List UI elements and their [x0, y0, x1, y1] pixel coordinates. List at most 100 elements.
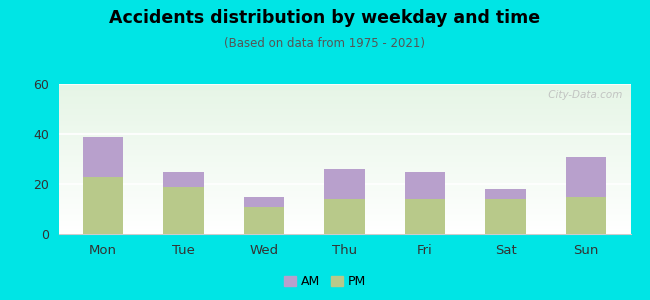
Bar [58, 176, 630, 178]
Bar [58, 85, 630, 86]
Bar [58, 95, 630, 97]
Bar [58, 133, 630, 134]
Bar [58, 193, 630, 194]
Bar [244, 206, 284, 234]
Bar [58, 213, 630, 214]
Bar [58, 188, 630, 189]
Bar [58, 179, 630, 180]
Bar [58, 191, 630, 193]
Bar [58, 122, 630, 123]
Bar [58, 120, 630, 122]
Bar [58, 116, 630, 118]
Bar [58, 190, 630, 191]
Bar [58, 99, 630, 100]
Bar [58, 221, 630, 223]
Bar [58, 110, 630, 112]
Bar [58, 229, 630, 230]
Bar [58, 139, 630, 140]
Bar [58, 182, 630, 183]
Bar [58, 84, 630, 85]
Bar [58, 200, 630, 202]
Bar [58, 184, 630, 185]
Bar [58, 174, 630, 175]
Bar [83, 136, 123, 176]
Bar [58, 187, 630, 188]
Text: City-Data.com: City-Data.com [545, 90, 622, 100]
Bar [58, 146, 630, 148]
Bar [58, 119, 630, 120]
Bar [58, 159, 630, 160]
Bar [58, 131, 630, 133]
Bar [58, 226, 630, 228]
Bar [324, 199, 365, 234]
Bar [58, 136, 630, 138]
Bar [58, 101, 630, 103]
Bar [58, 104, 630, 105]
Bar [163, 172, 203, 187]
Bar [58, 129, 630, 130]
Bar [58, 127, 630, 128]
Bar [163, 187, 203, 234]
Bar [58, 167, 630, 168]
Bar [58, 142, 630, 143]
Bar [58, 212, 630, 213]
Bar [58, 220, 630, 221]
Bar [58, 115, 630, 116]
Text: Accidents distribution by weekday and time: Accidents distribution by weekday and ti… [109, 9, 541, 27]
Bar [58, 230, 630, 232]
Bar [58, 138, 630, 139]
Bar [58, 204, 630, 205]
Bar [58, 214, 630, 215]
Bar [405, 199, 445, 234]
Bar [58, 178, 630, 179]
Bar [58, 209, 630, 210]
Bar [58, 158, 630, 159]
Bar [58, 233, 630, 234]
Bar [58, 224, 630, 225]
Bar [566, 157, 606, 196]
Bar [58, 92, 630, 93]
Bar [58, 160, 630, 161]
Bar [58, 100, 630, 101]
Bar [58, 125, 630, 127]
Bar [566, 196, 606, 234]
Bar [58, 103, 630, 104]
Bar [58, 113, 630, 114]
Bar [58, 143, 630, 144]
Bar [58, 172, 630, 173]
Bar [58, 185, 630, 187]
Bar [58, 183, 630, 184]
Bar [58, 150, 630, 152]
Bar [324, 169, 365, 199]
Bar [58, 198, 630, 199]
Bar [58, 105, 630, 106]
Bar [58, 165, 630, 166]
Bar [58, 106, 630, 108]
Bar [58, 206, 630, 208]
Bar [58, 215, 630, 217]
Bar [58, 195, 630, 196]
Bar [58, 203, 630, 204]
Bar [58, 173, 630, 174]
Bar [58, 86, 630, 88]
Bar [58, 210, 630, 211]
Bar [58, 130, 630, 131]
Bar [58, 98, 630, 99]
Bar [58, 97, 630, 98]
Bar [58, 153, 630, 154]
Bar [58, 225, 630, 226]
Bar [58, 89, 630, 90]
Bar [58, 145, 630, 146]
Bar [58, 161, 630, 163]
Bar [58, 196, 630, 198]
Bar [58, 148, 630, 149]
Bar [58, 208, 630, 209]
Bar [58, 112, 630, 113]
Bar [58, 164, 630, 165]
Bar [58, 175, 630, 176]
Bar [58, 108, 630, 109]
Bar [58, 118, 630, 119]
Bar [58, 169, 630, 170]
Bar [58, 194, 630, 195]
Bar [58, 152, 630, 153]
